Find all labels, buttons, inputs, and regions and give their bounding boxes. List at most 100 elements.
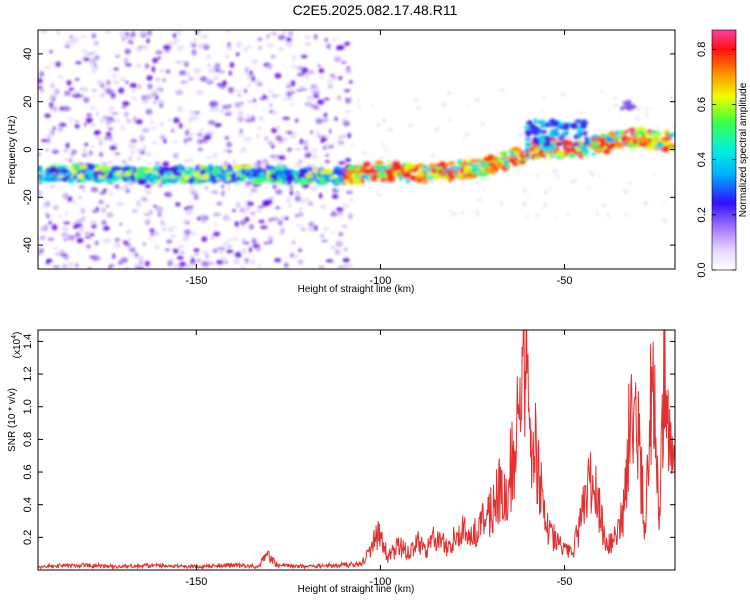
noise-speckle xyxy=(142,145,147,151)
noise-speckle xyxy=(623,189,628,194)
noise-speckle xyxy=(232,209,236,212)
ridge-blob xyxy=(304,173,314,179)
noise-speckle xyxy=(295,162,302,168)
noise-speckle xyxy=(155,85,162,92)
ridge-blob xyxy=(259,172,266,176)
noise-speckle xyxy=(235,181,239,187)
noise-speckle xyxy=(284,216,289,220)
noise-speckle xyxy=(187,205,194,209)
colorbar-tick-label: 0.6 xyxy=(696,97,708,112)
noise-speckle xyxy=(113,80,120,85)
noise-speckle xyxy=(217,247,226,251)
spectrogram-x-tick-label: -150 xyxy=(185,275,207,287)
noise-speckle xyxy=(287,30,294,37)
ridge-blob xyxy=(525,141,533,148)
noise-speckle xyxy=(165,248,170,252)
ridge-blob xyxy=(257,177,263,184)
noise-speckle xyxy=(110,93,117,97)
ridge-blob xyxy=(140,172,147,177)
noise-speckle xyxy=(306,95,314,102)
noise-speckle xyxy=(590,172,596,177)
noise-speckle xyxy=(307,201,314,206)
ridge-blob xyxy=(668,143,675,149)
noise-speckle xyxy=(124,57,129,64)
ridge-blob xyxy=(639,136,650,143)
noise-speckle xyxy=(50,131,55,136)
noise-speckle xyxy=(189,184,195,192)
noise-speckle xyxy=(243,46,248,53)
noise-speckle xyxy=(44,149,50,152)
noise-speckle xyxy=(270,55,276,58)
ridge-blob xyxy=(626,99,632,104)
noise-speckle xyxy=(93,40,99,46)
noise-speckle xyxy=(201,217,206,224)
noise-speckle xyxy=(255,133,260,138)
noise-speckle xyxy=(98,152,104,157)
ridge-blob xyxy=(471,167,481,172)
noise-speckle xyxy=(320,233,325,239)
noise-speckle xyxy=(124,48,131,54)
noise-speckle xyxy=(167,118,173,122)
noise-speckle xyxy=(111,74,117,79)
noise-speckle xyxy=(54,252,62,256)
noise-speckle xyxy=(155,206,164,213)
ridge-blob xyxy=(275,167,284,171)
ridge-blob xyxy=(579,144,588,150)
noise-speckle xyxy=(154,77,162,81)
noise-speckle xyxy=(234,89,241,93)
noise-speckle xyxy=(257,263,262,268)
noise-speckle xyxy=(222,80,227,86)
noise-speckle xyxy=(233,258,240,265)
noise-speckle xyxy=(193,248,200,253)
noise-speckle xyxy=(301,67,309,74)
noise-speckle xyxy=(211,190,219,195)
ridge-blob xyxy=(644,133,649,137)
noise-speckle xyxy=(64,45,71,48)
noise-speckle xyxy=(247,77,251,82)
noise-speckle xyxy=(250,259,256,265)
ridge-blob xyxy=(163,171,173,177)
ridge-blob xyxy=(338,178,346,183)
noise-speckle xyxy=(251,238,257,245)
noise-speckle xyxy=(340,61,347,64)
noise-speckle xyxy=(342,264,351,269)
noise-speckle xyxy=(51,224,58,231)
noise-speckle xyxy=(358,105,361,109)
noise-speckle xyxy=(285,97,294,101)
noise-speckle xyxy=(125,188,130,194)
noise-speckle xyxy=(159,122,165,127)
noise-speckle xyxy=(204,185,209,190)
ridge-blob xyxy=(315,179,320,184)
ridge-blob xyxy=(200,170,205,176)
noise-speckle xyxy=(201,260,210,267)
ridge-blob xyxy=(487,154,495,160)
ridge-blob xyxy=(635,130,646,136)
ridge-blob xyxy=(254,168,262,174)
noise-speckle xyxy=(381,142,384,148)
noise-speckle xyxy=(108,69,112,72)
noise-speckle xyxy=(672,124,675,128)
ridge-blob xyxy=(50,178,58,182)
noise-speckle xyxy=(146,75,153,81)
ridge-blob xyxy=(647,143,657,150)
ridge-blob xyxy=(562,145,568,151)
noise-speckle xyxy=(172,248,179,254)
noise-speckle xyxy=(643,202,649,206)
noise-speckle xyxy=(52,149,59,154)
noise-speckle xyxy=(304,101,313,107)
noise-speckle xyxy=(63,105,69,112)
noise-speckle xyxy=(41,139,49,143)
noise-speckle xyxy=(617,116,621,119)
ridge-blob xyxy=(346,164,357,171)
noise-speckle xyxy=(296,72,305,77)
noise-speckle xyxy=(289,88,294,93)
ridge-blob xyxy=(407,162,413,169)
noise-speckle xyxy=(536,173,539,178)
colorbar-frame xyxy=(711,29,737,271)
noise-speckle xyxy=(90,145,95,149)
noise-speckle xyxy=(114,238,121,242)
noise-speckle xyxy=(550,186,552,190)
noise-speckle xyxy=(369,160,375,165)
noise-speckle xyxy=(565,213,571,216)
noise-speckle xyxy=(80,35,88,38)
